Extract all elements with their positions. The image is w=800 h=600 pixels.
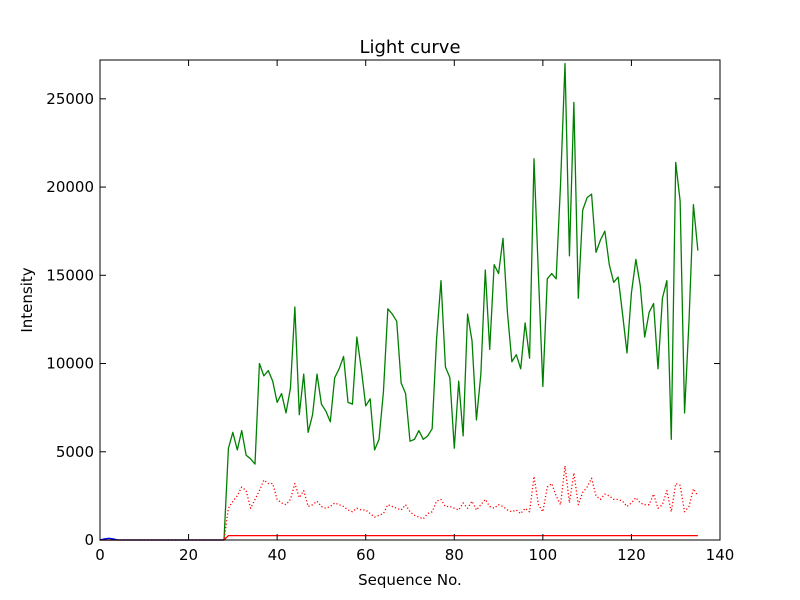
x-tick-label: 60 <box>356 546 375 564</box>
x-tick-label: 120 <box>617 546 646 564</box>
x-tick-label: 140 <box>706 546 735 564</box>
y-tick-label: 5000 <box>56 443 94 461</box>
x-tick-label: 80 <box>445 546 464 564</box>
y-tick-label: 10000 <box>46 355 94 373</box>
plot-border <box>99 59 721 541</box>
plot-area <box>100 60 720 540</box>
y-tick-label: 25000 <box>46 90 94 108</box>
x-tick-label: 20 <box>179 546 198 564</box>
x-tick-label: 40 <box>268 546 287 564</box>
x-tick-label: 100 <box>529 546 558 564</box>
y-axis-label: Intensity <box>18 267 36 332</box>
y-tick-label: 0 <box>84 531 94 549</box>
y-tick-label: 15000 <box>46 266 94 284</box>
ticks-layer: 0 20 40 60 80 100 120 140 0 5000 10000 15000 20000 25… <box>46 60 734 564</box>
x-tick-label: 0 <box>95 546 105 564</box>
x-axis-label: Sequence No. <box>358 571 462 589</box>
y-tick-label: 20000 <box>46 178 94 196</box>
chart-title: Light curve <box>359 37 460 58</box>
